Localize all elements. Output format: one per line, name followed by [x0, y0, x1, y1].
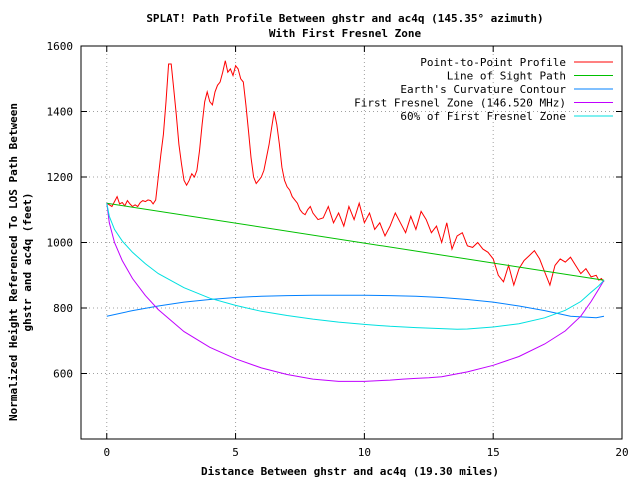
- x-axis-label: Distance Between ghstr and ac4q (19.30 m…: [201, 465, 499, 478]
- x-tick-label: 5: [232, 446, 239, 459]
- series-line-fresnel60: [106, 203, 605, 330]
- series-line-profile: [106, 60, 605, 287]
- y-axis-label-line2: ghstr and ac4q (feet): [21, 192, 34, 331]
- series-line-fresnel: [106, 203, 605, 382]
- y-tick-label: 1200: [47, 171, 74, 184]
- x-tick-label: 10: [358, 446, 371, 459]
- y-tick-label: 1000: [47, 237, 74, 250]
- legend-label-curvature: Earth's Curvature Contour: [400, 83, 566, 96]
- plot-frame: [80, 45, 623, 440]
- legend-label-profile: Point-to-Point Profile: [420, 56, 566, 69]
- axis-ticks: 0 5 10 15 20 600 800 1000 1200 1400 1600: [47, 40, 629, 459]
- legend-label-fresnel: First Fresnel Zone (146.520 MHz): [354, 97, 566, 110]
- legend-label-fresnel60: 60% of First Fresnel Zone: [400, 110, 566, 123]
- chart-subtitle: With First Fresnel Zone: [269, 27, 422, 40]
- series-lines: [106, 60, 605, 382]
- y-tick-label: 1400: [47, 106, 74, 119]
- chart-title: SPLAT! Path Profile Between ghstr and ac…: [146, 12, 543, 25]
- x-tick-label: 15: [487, 446, 500, 459]
- y-tick-label: 800: [53, 302, 73, 315]
- x-tick-label: 0: [103, 446, 110, 459]
- x-tick-label: 20: [615, 446, 628, 459]
- series-line-los: [106, 202, 605, 281]
- legend-label-los: Line of Sight Path: [447, 70, 566, 83]
- y-tick-label: 1600: [47, 40, 74, 53]
- y-axis-label-line1: Normalized Height Referenced To LOS Path…: [7, 103, 20, 421]
- y-tick-label: 600: [53, 368, 73, 381]
- series-line-curvature: [106, 294, 605, 319]
